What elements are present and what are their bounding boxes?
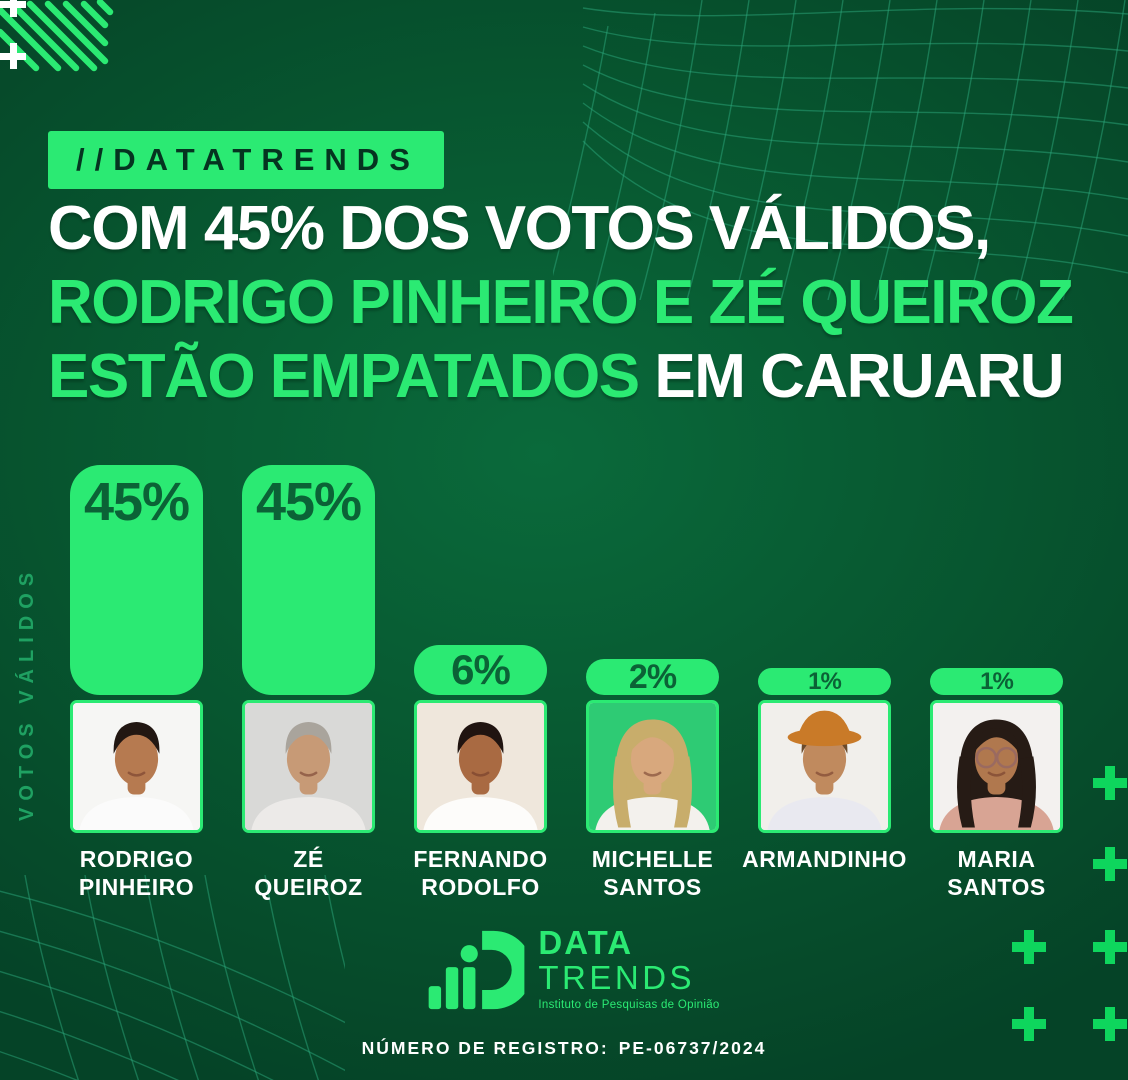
- candidate-column: 6% FERNANDO RODOLFO: [413, 465, 547, 901]
- headline-line3: ESTÃO EMPATADOS EM CARUARU: [48, 342, 1065, 411]
- result-bar: 1%: [930, 668, 1063, 695]
- registration-label: NÚMERO DE REGISTRO:: [361, 1038, 609, 1058]
- portrait-illustration: [933, 703, 1060, 830]
- brand-badge: //DATATRENDS: [48, 131, 444, 189]
- portrait-illustration: [761, 703, 888, 830]
- candidate-name: ZÉ QUEIROZ: [254, 846, 363, 900]
- plus-decoration: [1093, 766, 1127, 800]
- result-bar: 2%: [586, 659, 719, 695]
- candidate-photo: [930, 700, 1063, 833]
- plus-decoration: [1093, 847, 1127, 881]
- logo-tagline: Instituto de Pesquisas de Opinião: [538, 999, 720, 1011]
- candidate-column: 2% MICHELLE SANTOS: [586, 465, 719, 901]
- candidate-photo: [242, 700, 375, 833]
- headline-line2: RODRIGO PINHEIRO E ZÉ QUEIROZ: [48, 268, 1074, 337]
- portrait-illustration: [589, 703, 716, 830]
- logo: DATA TRENDS Instituto de Pesquisas de Op…: [428, 926, 719, 1011]
- headline-line1: COM 45% DOS VOTOS VÁLIDOS,: [48, 194, 991, 263]
- wireframe-mesh-top-right: [553, 0, 1128, 300]
- plus-decoration: [1093, 1007, 1127, 1041]
- candidate-name: ARMANDINHO: [742, 846, 907, 872]
- candidate-column: 45% RODRIGO PINHEIRO: [70, 465, 203, 901]
- plus-decoration: [0, 43, 26, 69]
- plus-decoration: [1012, 930, 1046, 964]
- portrait-illustration: [417, 703, 544, 830]
- bar-value-label: 45%: [255, 472, 362, 532]
- bar-value-label: 1%: [808, 667, 842, 695]
- portrait-illustration: [245, 703, 372, 830]
- plus-decoration: [0, 0, 26, 17]
- candidate-photo: [586, 700, 719, 833]
- candidate-photo: [70, 700, 203, 833]
- candidate-column: 45% ZÉ QUEIROZ: [242, 465, 375, 901]
- bar-chart: 45% RODRIGO PINHEIRO 45% ZÉ QUEIROZ 6% FER…: [70, 465, 1063, 901]
- registration-number: NÚMERO DE REGISTRO: PE-06737/2024: [0, 1038, 1128, 1059]
- logo-title-data: DATA: [538, 924, 634, 961]
- bar-value-label: 1%: [980, 667, 1014, 695]
- bar-value-label: 2%: [628, 658, 677, 696]
- candidate-name: MARIA SANTOS: [947, 846, 1046, 900]
- y-axis-label: VOTOS VÁLIDOS: [16, 565, 38, 821]
- logo-text: DATA TRENDS Instituto de Pesquisas de Op…: [538, 924, 720, 1012]
- bar-value-label: 6%: [451, 646, 511, 693]
- result-bar: 45%: [70, 465, 203, 695]
- plus-decoration: [1012, 1007, 1046, 1041]
- wireframe-mesh-bottom-left: [0, 875, 345, 1080]
- candidate-photo: [414, 700, 547, 833]
- diagonal-stripes-decoration: [0, 0, 114, 72]
- registration-value: PE-06737/2024: [618, 1038, 767, 1058]
- result-bar: 1%: [758, 668, 891, 695]
- datatrends-logo-icon: [428, 927, 525, 1011]
- candidate-column: 1% ARMANDINHO: [742, 465, 906, 873]
- plus-decoration: [1093, 930, 1127, 964]
- candidate-column: 1% MARIA SANTOS: [930, 465, 1063, 901]
- headline: COM 45% DOS VOTOS VÁLIDOS, RODRIGO PINHE…: [48, 192, 1098, 414]
- result-bar: 45%: [242, 465, 375, 695]
- candidate-photo: [758, 700, 891, 833]
- candidate-name: RODRIGO PINHEIRO: [78, 846, 195, 900]
- candidate-name: MICHELLE SANTOS: [591, 846, 714, 900]
- result-bar: 6%: [414, 645, 547, 695]
- logo-title-trends: TRENDS: [538, 959, 696, 996]
- portrait-illustration: [73, 703, 200, 830]
- bar-value-label: 45%: [83, 472, 190, 532]
- candidate-name: FERNANDO RODOLFO: [413, 846, 548, 900]
